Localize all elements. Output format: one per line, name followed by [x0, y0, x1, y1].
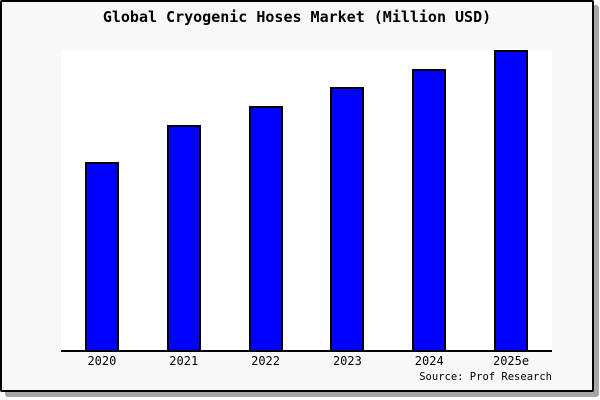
- bar-2023: [330, 87, 365, 350]
- x-tick-label-2025e: 2025e: [492, 354, 530, 368]
- bar-column-2022: [225, 49, 307, 350]
- bar-2024: [412, 69, 447, 350]
- chart-card: Global Cryogenic Hoses Market (Million U…: [0, 0, 594, 392]
- bar-2020: [84, 162, 119, 350]
- bar-column-2025e: [470, 49, 552, 350]
- plot-area: [61, 49, 552, 352]
- bar-2022: [248, 106, 283, 350]
- bar-2021: [166, 125, 201, 350]
- x-tick-label-2023: 2023: [332, 354, 362, 368]
- x-tick-label-2022: 2022: [251, 354, 281, 368]
- bar-column-2023: [306, 49, 388, 350]
- x-axis-labels: 2020 2021 2022 2023 2024 2025e: [61, 354, 552, 368]
- bar-2025e: [494, 50, 529, 350]
- bar-column-2021: [143, 49, 225, 350]
- bar-column-2024: [388, 49, 470, 350]
- x-tick-label-2021: 2021: [169, 354, 199, 368]
- x-tick-label-2024: 2024: [414, 354, 444, 368]
- chart-title: Global Cryogenic Hoses Market (Million U…: [102, 8, 492, 26]
- x-tick-label-2020: 2020: [87, 354, 117, 368]
- source-credit: Source: Prof Research: [419, 371, 552, 383]
- bar-column-2020: [61, 49, 143, 350]
